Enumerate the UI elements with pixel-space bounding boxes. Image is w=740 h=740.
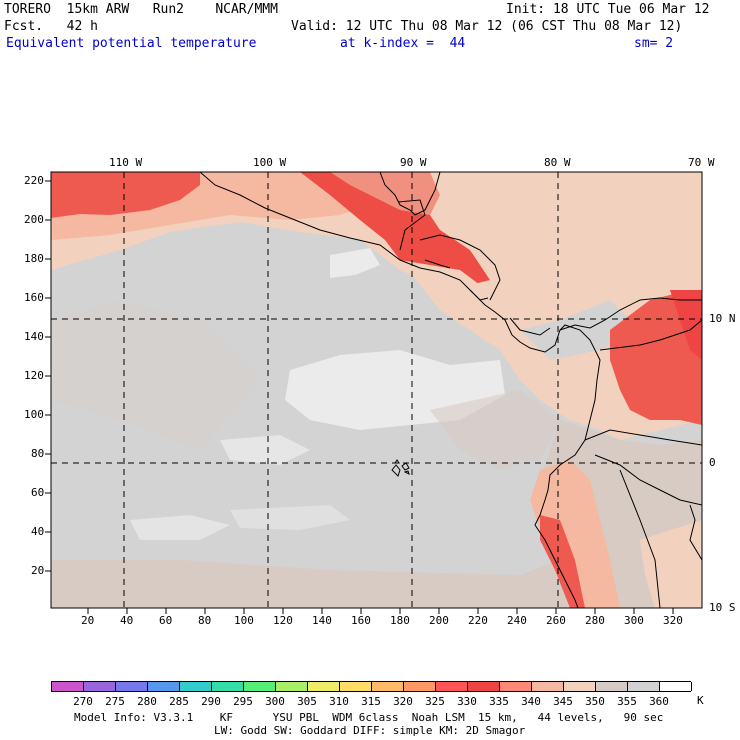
colorbar-swatch bbox=[660, 682, 692, 691]
x-tick-label: 300 bbox=[624, 614, 644, 627]
y-tick-label: 80 bbox=[31, 447, 45, 460]
x-tick-label: 200 bbox=[429, 614, 449, 627]
colorbar-tick-label: 330 bbox=[457, 695, 477, 708]
lon-label-110w: 110 W bbox=[109, 156, 143, 169]
colorbar-tick-label: 290 bbox=[201, 695, 221, 708]
init-time: Init: 18 UTC Tue 06 Mar 12 bbox=[506, 2, 710, 17]
y-tick-label: 60 bbox=[31, 486, 45, 499]
y-tick-label: 200 bbox=[24, 213, 44, 226]
colorbar-tick-label: 280 bbox=[137, 695, 157, 708]
y-tick-label: 220 bbox=[24, 174, 44, 187]
y-tick-label: 120 bbox=[24, 369, 44, 382]
y-tick-label: 100 bbox=[24, 408, 44, 421]
colorbar bbox=[51, 681, 692, 692]
colorbar-swatch bbox=[308, 682, 340, 691]
lat-lon-grid bbox=[51, 172, 702, 608]
forecast-hour: Fcst. 42 h bbox=[4, 19, 98, 34]
colorbar-swatch bbox=[404, 682, 436, 691]
x-tick-label: 260 bbox=[546, 614, 566, 627]
x-tick-label: 140 bbox=[312, 614, 332, 627]
colorbar-swatch bbox=[116, 682, 148, 691]
y-tick-label: 160 bbox=[24, 291, 44, 304]
colorbar-swatch bbox=[148, 682, 180, 691]
x-tick-label: 100 bbox=[234, 614, 254, 627]
colorbar-swatch bbox=[84, 682, 116, 691]
lon-label-80w: 80 W bbox=[544, 156, 571, 169]
axis-ticks bbox=[45, 180, 674, 614]
level-label: at k-index = 44 bbox=[340, 36, 466, 51]
x-tick-label: 160 bbox=[351, 614, 371, 627]
valid-time: Valid: 12 UTC Thu 08 Mar 12 (06 CST Thu … bbox=[291, 19, 683, 34]
lon-label-90w: 90 W bbox=[400, 156, 427, 169]
colorbar-swatch bbox=[372, 682, 404, 691]
colorbar-tick-label: 305 bbox=[297, 695, 317, 708]
x-tick-label: 280 bbox=[585, 614, 605, 627]
colorbar-tick-label: 345 bbox=[553, 695, 573, 708]
x-tick-label: 40 bbox=[120, 614, 134, 627]
colorbar-tick-label: 350 bbox=[585, 695, 605, 708]
colorbar-swatch bbox=[244, 682, 276, 691]
colorbar-tick-label: 300 bbox=[265, 695, 285, 708]
physics-info-line: LW: Godd SW: Goddard DIFF: simple KM: 2D… bbox=[214, 724, 526, 737]
colorbar-tick-label: 310 bbox=[329, 695, 349, 708]
x-tick-label: 20 bbox=[81, 614, 95, 627]
colorbar-swatch bbox=[52, 682, 84, 691]
colorbar-unit: K bbox=[697, 694, 704, 707]
colorbar-swatch bbox=[564, 682, 596, 691]
colorbar-tick-label: 295 bbox=[233, 695, 253, 708]
y-tick-label: 40 bbox=[31, 525, 45, 538]
colorbar-swatch bbox=[628, 682, 660, 691]
model-title: TORERO 15km ARW Run2 NCAR/MMM bbox=[4, 2, 278, 17]
x-tick-label: 180 bbox=[390, 614, 410, 627]
colorbar-tick-label: 355 bbox=[617, 695, 637, 708]
colorbar-swatch bbox=[180, 682, 212, 691]
coastline-lines bbox=[199, 172, 702, 608]
y-tick-label: 20 bbox=[31, 564, 45, 577]
x-tick-label: 120 bbox=[273, 614, 293, 627]
x-tick-label: 60 bbox=[159, 614, 173, 627]
lon-label-100w: 100 W bbox=[253, 156, 287, 169]
colorbar-tick-label: 320 bbox=[393, 695, 413, 708]
colorbar-swatch bbox=[532, 682, 564, 691]
lon-label-70w: 70 W bbox=[688, 156, 715, 169]
colorbar-swatch bbox=[276, 682, 308, 691]
x-tick-label: 220 bbox=[468, 614, 488, 627]
map-frame bbox=[50, 171, 703, 609]
colorbar-tick-label: 335 bbox=[489, 695, 509, 708]
colorbar-tick-label: 285 bbox=[169, 695, 189, 708]
model-info-line: Model Info: V3.3.1 KF YSU PBL WDM 6class… bbox=[74, 711, 664, 724]
colorbar-tick-label: 360 bbox=[649, 695, 669, 708]
lat-label-10n: 10 N bbox=[709, 312, 736, 325]
x-tick-label: 320 bbox=[663, 614, 683, 627]
colorbar-tick-label: 270 bbox=[73, 695, 93, 708]
field-name: Equivalent potential temperature bbox=[6, 36, 257, 51]
y-tick-label: 140 bbox=[24, 330, 44, 343]
lat-label-10s: 10 S bbox=[709, 601, 736, 614]
colorbar-tick-label: 315 bbox=[361, 695, 381, 708]
y-tick-label: 180 bbox=[24, 252, 44, 265]
colorbar-tick-label: 340 bbox=[521, 695, 541, 708]
colorbar-tick-label: 325 bbox=[425, 695, 445, 708]
colorbar-swatch bbox=[596, 682, 628, 691]
colorbar-swatch bbox=[212, 682, 244, 691]
theta-e-field bbox=[51, 172, 702, 608]
smoothing-label: sm= 2 bbox=[634, 36, 674, 51]
colorbar-swatch bbox=[500, 682, 532, 691]
colorbar-swatch bbox=[340, 682, 372, 691]
x-tick-label: 240 bbox=[507, 614, 527, 627]
x-tick-label: 80 bbox=[198, 614, 212, 627]
colorbar-swatch bbox=[468, 682, 500, 691]
colorbar-tick-label: 275 bbox=[105, 695, 125, 708]
colorbar-swatch bbox=[436, 682, 468, 691]
lat-label-0: 0 bbox=[709, 456, 716, 469]
